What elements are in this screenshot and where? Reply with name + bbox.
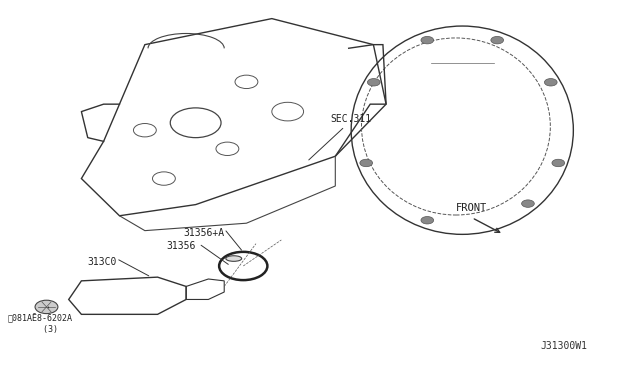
Circle shape	[421, 36, 434, 44]
Ellipse shape	[226, 256, 242, 262]
Circle shape	[360, 159, 372, 167]
Circle shape	[421, 217, 434, 224]
Circle shape	[552, 159, 564, 167]
Text: 31356+A: 31356+A	[183, 228, 224, 237]
Circle shape	[367, 78, 380, 86]
Text: FRONT: FRONT	[456, 203, 488, 213]
Text: 31356: 31356	[166, 241, 196, 250]
Text: 313C0: 313C0	[87, 257, 116, 267]
Circle shape	[491, 36, 504, 44]
Text: ①081AĒ8-6202A
    (3): ①081AĒ8-6202A (3)	[8, 314, 72, 334]
Circle shape	[522, 200, 534, 207]
Text: J31300W1: J31300W1	[540, 341, 588, 351]
Text: SEC.311: SEC.311	[331, 114, 372, 124]
Circle shape	[35, 300, 58, 314]
Circle shape	[545, 78, 557, 86]
